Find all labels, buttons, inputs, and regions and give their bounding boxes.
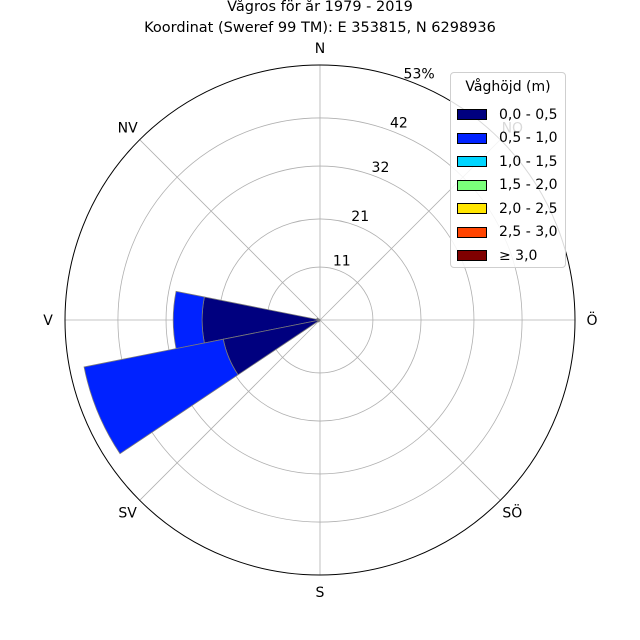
sector-bar: [172, 290, 205, 350]
legend-swatch: [457, 226, 487, 238]
direction-label: SÖ: [502, 503, 522, 521]
legend-label: 1,0 - 1,5: [499, 153, 558, 170]
direction-label: Ö: [586, 311, 597, 329]
direction-label: S: [316, 585, 325, 601]
chart-title: Vågros för år 1979 - 2019: [227, 0, 413, 15]
sector-bar: [317, 320, 320, 323]
legend-item: 0,5 - 1,0: [457, 127, 559, 151]
legend-label: ≥ 3,0: [499, 247, 538, 264]
radial-tick-label: 42: [390, 116, 408, 132]
legend-swatch: [457, 250, 487, 262]
chart-subtitle: Koordinat (Sweref 99 TM): E 353815, N 62…: [144, 20, 496, 36]
legend-item: 2,5 - 3,0: [457, 221, 559, 245]
direction-label: SV: [118, 505, 137, 521]
legend-label: 0,0 - 0,5: [499, 106, 558, 123]
sector-bar: [316, 317, 319, 320]
radial-tick-label: 32: [372, 160, 390, 176]
grid-circle: [165, 165, 475, 475]
sector-bar: [83, 338, 239, 455]
radial-tick-label: 53%: [404, 67, 435, 83]
legend-swatch: [457, 109, 487, 121]
legend-label: 2,5 - 3,0: [499, 224, 558, 241]
radial-tick-label: 11: [333, 253, 351, 269]
legend-item: 0,0 - 0,5: [457, 103, 559, 127]
grid-circle: [117, 117, 523, 523]
legend-label: 2,0 - 2,5: [499, 200, 558, 217]
direction-label: N: [315, 41, 325, 57]
legend-title: Våghöjd (m): [465, 79, 551, 95]
direction-label: V: [43, 313, 53, 329]
legend-item: 2,0 - 2,5: [457, 197, 559, 221]
legend: Våghöjd (m) 0,0 - 0,5 0,5 - 1,0 1,0 - 1,5 1…: [450, 72, 566, 268]
direction-label: NV: [118, 121, 138, 137]
legend-item: ≥ 3,0: [457, 244, 559, 268]
radial-tick-label: 21: [351, 209, 369, 225]
spoke-SO: [319, 319, 501, 501]
legend-label: 1,5 - 2,0: [499, 177, 558, 194]
legend-label: 0,5 - 1,0: [499, 130, 558, 147]
legend-swatch: [457, 203, 487, 215]
legend-swatch: [457, 179, 487, 191]
sector-bar: [318, 318, 321, 321]
legend-swatch: [457, 132, 487, 144]
legend-item: 1,0 - 1,5: [457, 150, 559, 174]
spoke-NV: [139, 139, 321, 321]
spoke-SV: [139, 319, 321, 501]
outer-circle: [64, 64, 576, 576]
legend-item: 1,5 - 2,0: [457, 174, 559, 198]
legend-swatch: [457, 156, 487, 168]
